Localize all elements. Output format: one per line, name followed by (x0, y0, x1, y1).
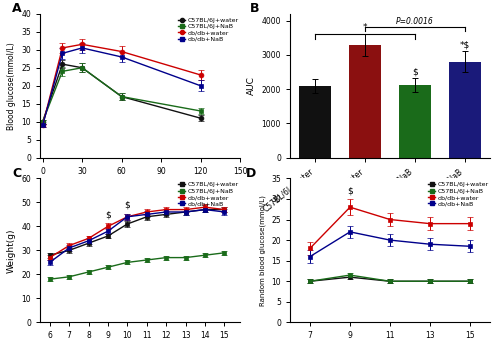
Bar (398, 85, 431, 158)
Legend: C57BL/6J+water, C57BL/6J+NaB, db/db+water, db/db+NaB: C57BL/6J+water, C57BL/6J+NaB, db/db+wate… (177, 181, 239, 207)
Text: $: $ (412, 67, 418, 76)
Text: *: * (363, 23, 368, 32)
Y-axis label: Random blood glucose(mmol/L): Random blood glucose(mmol/L) (259, 195, 266, 306)
Y-axis label: Blood glucose(mmol/L): Blood glucose(mmol/L) (6, 42, 16, 130)
Legend: C57BL/6J+water, C57BL/6J+NaB, db/db+water, db/db+NaB: C57BL/6J+water, C57BL/6J+NaB, db/db+wate… (427, 181, 489, 207)
Bar (448, 62, 481, 158)
Text: $: $ (124, 201, 130, 210)
Text: D: D (246, 167, 256, 180)
Y-axis label: AUC: AUC (247, 76, 256, 95)
Text: $: $ (105, 210, 111, 219)
Y-axis label: Weight(g): Weight(g) (6, 228, 16, 273)
X-axis label: Time(min): Time(min) (117, 181, 163, 190)
Text: C: C (12, 167, 21, 180)
Text: B: B (250, 2, 260, 15)
Text: *$: *$ (460, 40, 470, 49)
Legend: C57BL/6J+water, C57BL/6J+NaB, db/db+water, db/db+NaB: C57BL/6J+water, C57BL/6J+NaB, db/db+wate… (177, 17, 239, 43)
Bar (299, 86, 332, 158)
Text: $: $ (347, 187, 353, 196)
Text: P=0.0016: P=0.0016 (396, 17, 434, 26)
Text: A: A (12, 2, 22, 15)
Bar (349, 45, 382, 158)
